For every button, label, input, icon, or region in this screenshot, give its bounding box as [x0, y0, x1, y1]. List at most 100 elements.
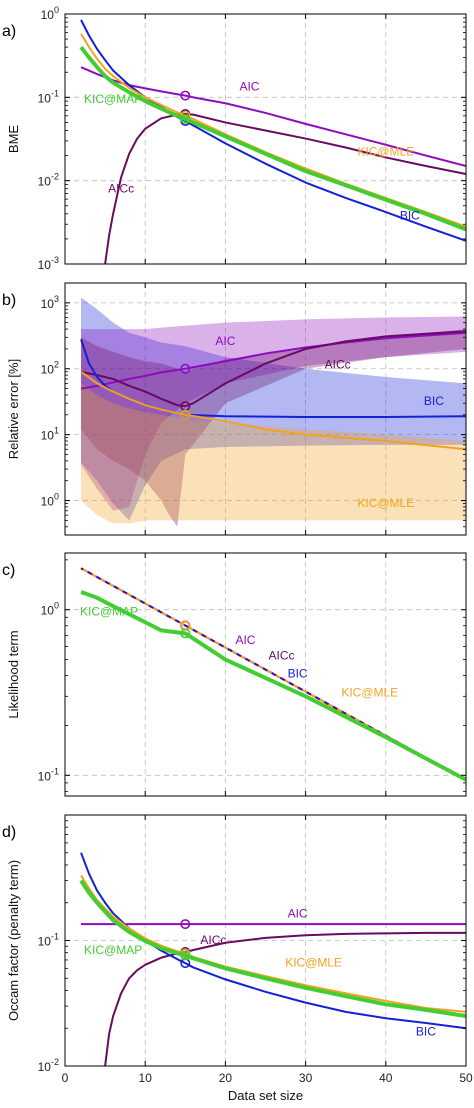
series-line-aic [80, 331, 466, 390]
y-tick-base: 10 [41, 604, 55, 618]
band-bic [81, 297, 466, 521]
y-tick-label: 103 [41, 294, 59, 311]
y-tick-label: 10-1 [38, 88, 59, 105]
panel-4: 10-210-10 10 20 30 40 50d)Occam factor (penal… [2, 814, 473, 1085]
y-tick-exponent: 1 [54, 426, 59, 436]
y-tick-exponent: -1 [51, 766, 59, 776]
x-tick-label: 40 [379, 1071, 393, 1085]
y-tick-exponent: -2 [51, 1057, 59, 1067]
y-tick-label: 100 [41, 5, 59, 22]
y-tick-label: 100 [41, 601, 59, 618]
y-tick-exponent: 3 [54, 294, 59, 304]
y-tick-exponent: -1 [51, 932, 59, 942]
plot-area [79, 19, 466, 264]
panel-label: d) [2, 824, 16, 841]
marker-aic [180, 363, 191, 374]
y-tick-label: 10-2 [38, 1057, 59, 1074]
y-tick-base: 10 [41, 363, 55, 377]
marker-kic-map [180, 628, 191, 639]
y-axis-label: Likelihood term [6, 630, 21, 718]
y-tick-base: 10 [38, 91, 52, 105]
band-aicc [81, 329, 466, 527]
x-tick-label: 30 [299, 1071, 313, 1085]
plot-area [80, 567, 466, 782]
y-tick-base: 10 [38, 258, 52, 272]
y-tick-exponent: 0 [54, 492, 59, 502]
y-tick-exponent: -3 [51, 255, 59, 265]
series-label-kic-mle: KIC@MLE [357, 145, 414, 159]
y-tick-label: 10-1 [38, 932, 59, 949]
y-tick-label: 10-1 [38, 766, 59, 783]
y-tick-base: 10 [41, 8, 55, 22]
y-tick-base: 10 [38, 935, 52, 949]
y-tick-label: 100 [41, 492, 59, 509]
series-label-bic: BIC [424, 394, 444, 408]
panel-label: a) [2, 23, 16, 40]
series-label-aic: AIC [235, 633, 255, 647]
marker-kic-mle [180, 409, 191, 420]
series-label-bic: BIC [288, 666, 308, 680]
series-label-kic-mle: KIC@MLE [341, 685, 398, 699]
y-axis-label: Relative error [%] [6, 359, 21, 459]
series-line-kic-map [79, 45, 466, 232]
series-label-kic-map: KIC@MAP [84, 943, 142, 957]
band-kic-mle [81, 383, 466, 524]
y-tick-exponent: -2 [51, 172, 59, 182]
y-tick-base: 10 [38, 769, 52, 783]
plot-frame [64, 282, 467, 536]
series-line-aicc [104, 931, 466, 1066]
series-label-kic-map: KIC@MAP [80, 605, 138, 619]
band-aic [81, 316, 466, 511]
y-tick-base: 10 [38, 175, 52, 189]
grid [65, 553, 466, 796]
x-axis-label: Data set size [228, 1088, 303, 1103]
y-tick-exponent: 0 [54, 5, 59, 15]
x-tick-label: 50 [459, 1071, 473, 1085]
x-tick-label: 20 [219, 1071, 233, 1085]
series-label-kic-mle: KIC@MLE [357, 496, 414, 510]
y-axis-label: Occam factor (penalty term) [6, 860, 21, 1021]
y-tick-base: 10 [41, 297, 55, 311]
panel-label: c) [2, 562, 15, 579]
series-label-kic-mle: KIC@MLE [285, 956, 342, 970]
y-tick-base: 10 [41, 495, 55, 509]
plot-area [80, 297, 466, 527]
series-label-kic-map: KIC@MAP [84, 92, 142, 106]
y-axis-label: BME [6, 125, 21, 154]
x-tick-label: 0 [62, 1071, 69, 1085]
series-label-aic: AIC [288, 907, 308, 921]
series-label-aicc: AICc [108, 182, 134, 196]
plot-frame [64, 552, 467, 797]
series-label-aicc: AICc [200, 933, 226, 947]
y-tick-base: 10 [41, 429, 55, 443]
series-label-aicc: AICc [325, 358, 351, 372]
series-label-bic: BIC [416, 1024, 436, 1038]
y-tick-exponent: -1 [51, 88, 59, 98]
grid [65, 815, 466, 1066]
marker-aic [180, 90, 191, 101]
series-label-aicc: AICc [269, 649, 295, 663]
series-label-aic: AIC [239, 80, 259, 94]
y-tick-label: 101 [41, 426, 59, 443]
y-tick-label: 10-2 [38, 172, 59, 189]
panel-1: 10-310-210-1100a)BMEAICKIC@MAPKIC@MLEAIC… [2, 5, 467, 272]
series-label-aic: AIC [215, 334, 235, 348]
grid [65, 14, 466, 264]
y-tick-base: 10 [38, 1060, 52, 1074]
series-line-aicc [104, 113, 466, 264]
series-line-kic-mle [80, 33, 466, 228]
x-tick-label: 10 [139, 1071, 153, 1085]
y-tick-exponent: 0 [54, 601, 59, 611]
marker-aic [180, 919, 191, 930]
y-tick-label: 102 [41, 360, 59, 377]
y-tick-label: 10-3 [38, 255, 59, 272]
plot-area [79, 852, 466, 1066]
panel-label: b) [2, 292, 16, 309]
series-line-kic-map [80, 590, 466, 782]
series-line-kic-mle [80, 370, 466, 451]
plot-frame [64, 13, 467, 265]
grid [65, 283, 466, 535]
